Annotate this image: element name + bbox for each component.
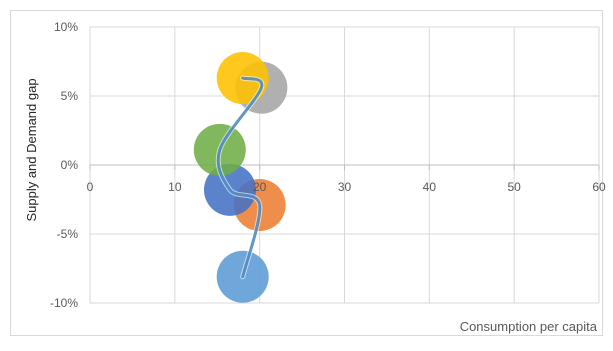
y-tick-label: 5% (61, 89, 79, 103)
x-tick-label: 50 (507, 180, 521, 194)
x-tick-label: 0 (87, 180, 94, 194)
y-tick-label: -5% (57, 227, 79, 241)
trend-line (216, 76, 264, 279)
y-tick-label: -10% (50, 296, 78, 310)
y-tick-label: 10% (54, 20, 78, 34)
y-tick-label: 0% (61, 158, 79, 172)
x-tick-label: 10 (168, 180, 182, 194)
x-tick-label: 40 (423, 180, 437, 194)
chart-border (10, 10, 603, 336)
x-tick-label: 30 (338, 180, 352, 194)
x-tick-label: 60 (592, 180, 606, 194)
x-tick-label: 20 (253, 180, 267, 194)
y-axis-title: Supply and Demand gap (24, 78, 39, 221)
x-axis-title: Consumption per capita (460, 319, 598, 334)
